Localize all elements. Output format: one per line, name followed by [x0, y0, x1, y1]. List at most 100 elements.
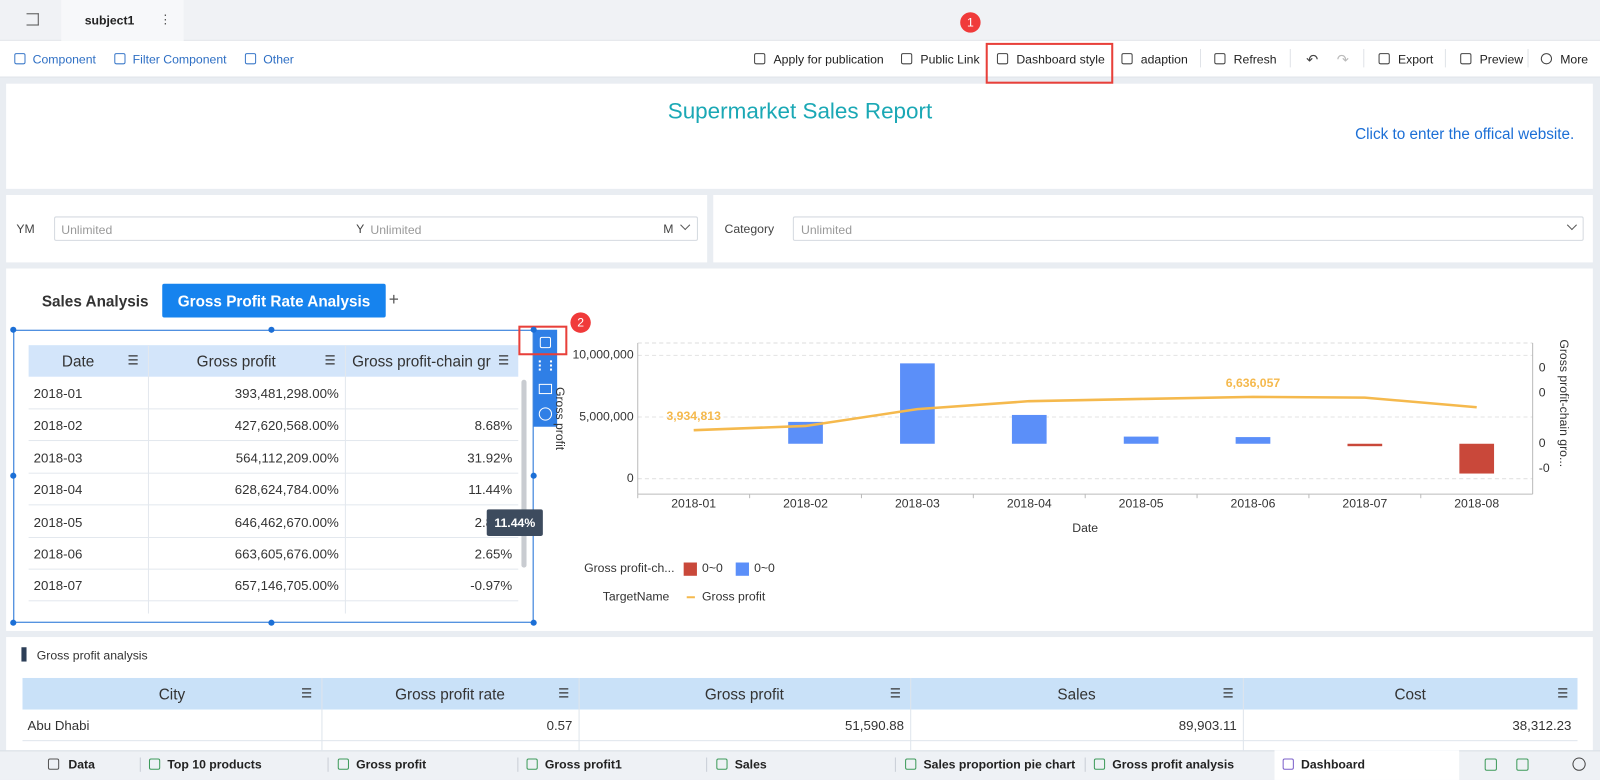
undo[interactable]: ↶	[1306, 51, 1319, 68]
tab[interactable]: Sales Analysis	[41, 292, 149, 311]
sheet-tab[interactable]: Dashboard	[1301, 757, 1365, 772]
tool-button[interactable]: adaption	[1140, 52, 1188, 67]
sheet-action[interactable]	[1484, 758, 1497, 771]
data-label: 6,636,057	[1226, 376, 1281, 390]
add-tab[interactable]: +	[388, 289, 399, 310]
table-cell: 51,590.88	[845, 717, 905, 734]
sheet-tab[interactable]: Gross profit1	[544, 757, 622, 772]
tool-icon[interactable]	[996, 53, 1009, 65]
sheet-action[interactable]	[1572, 757, 1586, 771]
tool-icon[interactable]	[1540, 53, 1553, 65]
tool-icon[interactable]	[1460, 53, 1472, 65]
separator	[139, 757, 141, 772]
row-border	[28, 600, 519, 602]
sheet-icon[interactable]	[716, 758, 728, 770]
more-icon[interactable]	[538, 407, 553, 421]
y2-axis-title: Gross profit-chain gro...	[1557, 339, 1571, 467]
tool-icon[interactable]	[114, 53, 126, 65]
sheet-icon[interactable]	[526, 758, 538, 770]
tool-icon[interactable]	[14, 53, 26, 65]
sheet-icon[interactable]	[47, 758, 60, 770]
category-filter[interactable]	[792, 216, 1584, 241]
sheet-icon[interactable]	[905, 758, 917, 770]
tool-button[interactable]: Export	[1397, 52, 1434, 67]
file-name[interactable]: subject1	[84, 13, 135, 28]
row-border	[28, 408, 519, 410]
resize-handle[interactable]	[10, 619, 17, 626]
resize-handle[interactable]	[268, 326, 275, 333]
cell-border	[910, 677, 912, 751]
x-tick-label: 2018-04	[1007, 497, 1052, 511]
sort-icon[interactable]: ☰	[301, 686, 313, 701]
sheet-icon[interactable]	[148, 758, 161, 770]
tool-button[interactable]: Filter Component	[132, 52, 227, 67]
row-border	[28, 472, 519, 474]
resize-handle[interactable]	[530, 472, 537, 479]
table-cell: 2018-06	[33, 546, 83, 562]
edit-icon[interactable]	[539, 336, 552, 349]
separator	[894, 757, 896, 772]
x-tick-label: 2018-08	[1454, 497, 1499, 511]
tool-button[interactable]: Component	[32, 52, 96, 67]
y2-tick-label: 0	[1539, 386, 1546, 400]
resize-handle[interactable]	[530, 326, 537, 333]
sort-icon[interactable]: ☰	[889, 686, 901, 701]
tool-icon[interactable]	[244, 53, 257, 65]
sort-icon[interactable]: ☰	[1222, 686, 1234, 701]
tool-button[interactable]: More	[1560, 52, 1589, 67]
table-cell: 579,437,362.00%	[153, 610, 339, 613]
tool-icon[interactable]	[1121, 53, 1133, 65]
column-header: Gross profit	[704, 686, 784, 704]
row-border	[28, 536, 519, 538]
sort-icon[interactable]: ☰	[497, 353, 509, 368]
x-tick-label: 2018-06	[1231, 497, 1276, 511]
file-tab[interactable]	[61, 0, 184, 41]
menu-dots[interactable]: ⋮	[159, 12, 172, 27]
sheet-action[interactable]	[1516, 758, 1529, 771]
x-tick-label: 2018-07	[1342, 497, 1387, 511]
resize-handle[interactable]	[10, 326, 17, 333]
y-tick-label: 10,000,000	[572, 348, 633, 362]
resize-handle[interactable]	[530, 619, 537, 626]
column-header: Gross profit	[196, 353, 276, 371]
sheet-tab[interactable]: Gross profit	[356, 757, 427, 772]
scrollbar[interactable]	[521, 379, 527, 568]
tool-icon[interactable]	[1214, 53, 1226, 65]
sheet-tab[interactable]: Gross profit analysis	[1112, 757, 1235, 772]
tab[interactable]: Gross Profit Rate Analysis	[177, 292, 371, 311]
sheet-icon[interactable]	[1282, 758, 1294, 770]
sheet-tab[interactable]: Sales	[734, 757, 767, 772]
table-cell: 2018-01	[33, 385, 83, 402]
comment-icon[interactable]	[538, 383, 553, 395]
tool-button[interactable]: Preview	[1479, 52, 1524, 67]
filter-panel	[6, 194, 708, 263]
back-icon[interactable]	[26, 13, 39, 26]
tool-button[interactable]: Dashboard style	[1016, 52, 1105, 67]
tool-button[interactable]: Refresh	[1233, 52, 1277, 67]
website-link[interactable]: Click to enter the offical website.	[1355, 125, 1575, 143]
chart-icon[interactable]	[538, 360, 553, 371]
redo[interactable]: ↷	[1336, 51, 1349, 68]
column-header: Gross profit rate	[395, 686, 505, 704]
tool-icon[interactable]	[754, 53, 766, 65]
table-cell: 2018-04	[33, 482, 83, 498]
resize-handle[interactable]	[10, 472, 17, 479]
resize-handle[interactable]	[268, 619, 275, 626]
sheet-tab[interactable]: Sales proportion pie chart	[923, 757, 1076, 772]
sheet-icon[interactable]	[337, 758, 349, 770]
sheet-tab[interactable]: Top 10 products	[167, 757, 262, 772]
tool-button[interactable]: Public Link	[920, 52, 980, 67]
tooltip: 11.44%	[486, 509, 543, 536]
sort-icon[interactable]: ☰	[324, 353, 336, 368]
sort-icon[interactable]: ☰	[127, 353, 139, 368]
tool-button[interactable]: Apply for publication	[773, 52, 884, 67]
tool-button[interactable]: Other	[263, 52, 294, 67]
tool-icon[interactable]	[901, 53, 913, 65]
ym-filter[interactable]	[54, 216, 698, 241]
tool-icon[interactable]	[1378, 53, 1390, 65]
active-tab[interactable]	[162, 283, 386, 318]
sort-icon[interactable]: ☰	[558, 686, 570, 701]
sort-icon[interactable]: ☰	[1557, 686, 1569, 701]
sheet-tab[interactable]: Data	[68, 757, 95, 772]
sheet-icon[interactable]	[1093, 758, 1106, 770]
